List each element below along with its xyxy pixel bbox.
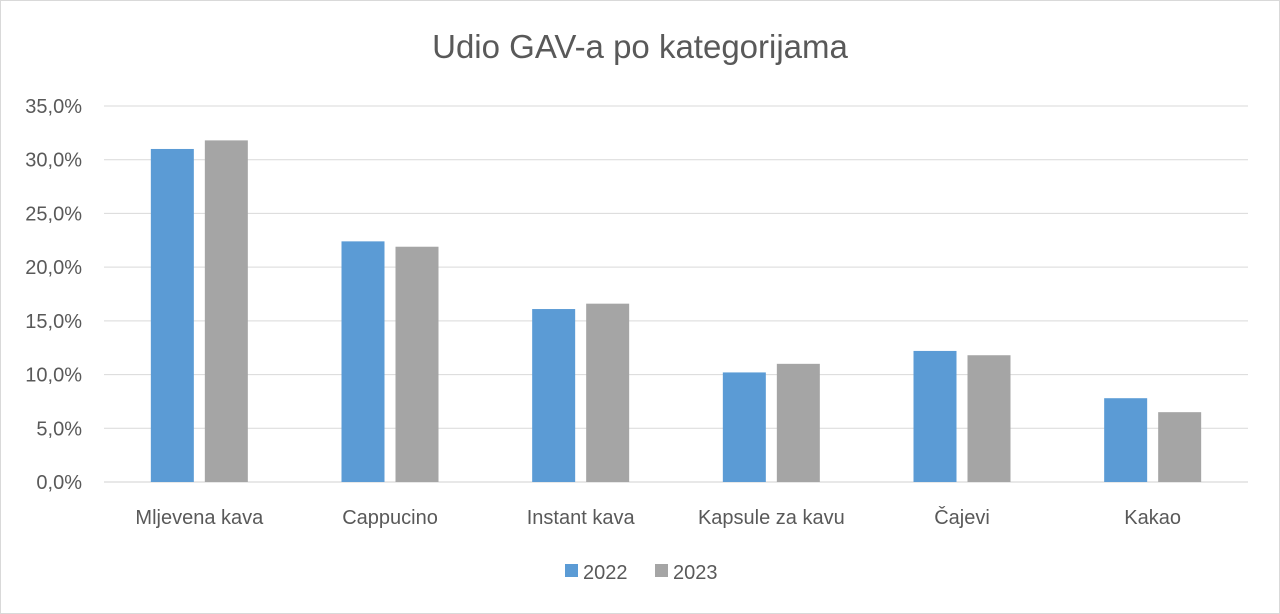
legend-swatch-2022 [565,564,578,577]
legend: 2022 2023 [565,562,718,584]
bar-2023 [1158,412,1202,482]
x-category-label: Mljevena kava [135,507,264,529]
x-category-label: Cappucino [342,507,438,529]
y-tick-label: 35,0% [25,96,82,118]
legend-swatch-2023 [655,564,668,577]
x-category-label: Instant kava [527,507,636,529]
bar-2023 [967,355,1011,482]
x-category-label: Kapsule za kavu [698,507,845,529]
x-category-label: Kakao [1124,507,1181,529]
x-category-label: Čajevi [934,506,990,529]
bar-2023 [586,303,630,482]
gridlines [104,105,1248,483]
bar-2022 [722,372,766,482]
bar-2023 [395,246,439,482]
y-tick-label: 0,0% [36,472,82,494]
y-tick-label: 15,0% [25,311,82,333]
y-tick-label: 10,0% [25,365,82,387]
bar-2022 [1104,398,1148,482]
y-tick-label: 25,0% [25,203,82,225]
bar-2022 [913,350,957,482]
y-tick-label: 5,0% [36,418,82,440]
bar-2022 [532,309,576,482]
bar-2022 [341,241,385,482]
bar-2023 [204,140,248,482]
y-tick-label: 30,0% [25,150,82,172]
bar-2022 [150,148,194,482]
y-tick-label: 20,0% [25,257,82,279]
legend-label-2023: 2023 [673,562,718,584]
y-axis-ticks: 0,0% 5,0% 10,0% 15,0% 20,0% 25,0% 30,0% 35,0% [25,96,82,494]
bar-2023 [776,363,820,482]
legend-label-2022: 2022 [583,562,628,584]
chart-title: Udio GAV-a po kategorijama [432,28,848,65]
x-axis-categories: Mljevena kava Cappucino Instant kava Kapsul… [135,506,1181,529]
bars [150,140,1202,482]
